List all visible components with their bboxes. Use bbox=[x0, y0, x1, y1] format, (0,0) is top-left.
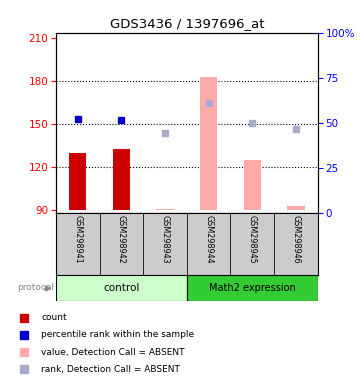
Text: percentile rank within the sample: percentile rank within the sample bbox=[41, 330, 194, 339]
Text: GSM298946: GSM298946 bbox=[291, 215, 300, 263]
Bar bbox=[56, 275, 187, 301]
Bar bbox=[200, 77, 217, 210]
Bar bbox=[143, 213, 187, 275]
Text: GSM298943: GSM298943 bbox=[161, 215, 170, 263]
Text: GSM298941: GSM298941 bbox=[73, 215, 82, 263]
Title: GDS3436 / 1397696_at: GDS3436 / 1397696_at bbox=[110, 17, 264, 30]
Text: Math2 expression: Math2 expression bbox=[209, 283, 296, 293]
Text: control: control bbox=[103, 283, 140, 293]
Text: GSM298942: GSM298942 bbox=[117, 215, 126, 264]
Bar bbox=[230, 213, 274, 275]
Bar bbox=[187, 213, 230, 275]
Text: protocol: protocol bbox=[17, 283, 54, 292]
Text: GSM298945: GSM298945 bbox=[248, 215, 257, 264]
Bar bbox=[274, 213, 318, 275]
Text: count: count bbox=[41, 313, 67, 322]
Bar bbox=[287, 206, 305, 210]
Bar bbox=[69, 153, 87, 210]
Text: GSM298944: GSM298944 bbox=[204, 215, 213, 263]
Text: value, Detection Call = ABSENT: value, Detection Call = ABSENT bbox=[41, 348, 184, 357]
Bar bbox=[156, 209, 174, 210]
Bar bbox=[100, 213, 143, 275]
Text: rank, Detection Call = ABSENT: rank, Detection Call = ABSENT bbox=[41, 365, 180, 374]
Bar bbox=[56, 213, 100, 275]
Bar bbox=[187, 275, 318, 301]
Bar bbox=[244, 160, 261, 210]
Bar bbox=[113, 149, 130, 210]
